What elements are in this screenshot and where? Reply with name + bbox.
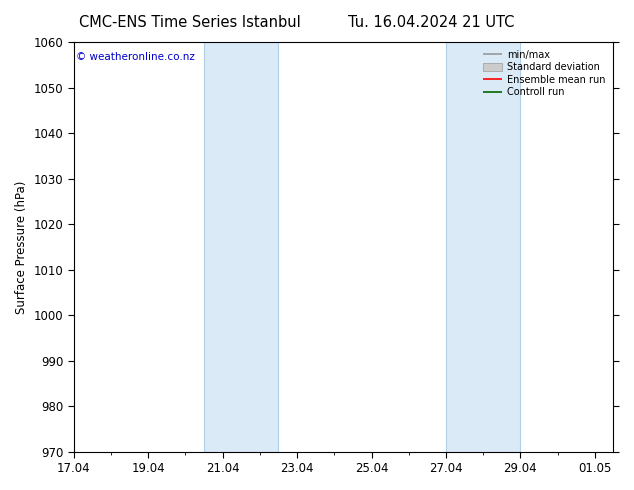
Legend: min/max, Standard deviation, Ensemble mean run, Controll run: min/max, Standard deviation, Ensemble me… <box>480 47 609 100</box>
Text: CMC-ENS Time Series Istanbul: CMC-ENS Time Series Istanbul <box>79 15 301 30</box>
Text: © weatheronline.co.nz: © weatheronline.co.nz <box>77 52 195 62</box>
Bar <box>204 42 278 452</box>
Y-axis label: Surface Pressure (hPa): Surface Pressure (hPa) <box>15 180 28 314</box>
Text: Tu. 16.04.2024 21 UTC: Tu. 16.04.2024 21 UTC <box>348 15 514 30</box>
Title: CMC-ENS Time Series Istanbul    Tu. 16.04.2024 21 UTC: CMC-ENS Time Series Istanbul Tu. 16.04.2… <box>0 489 1 490</box>
Bar <box>446 42 521 452</box>
